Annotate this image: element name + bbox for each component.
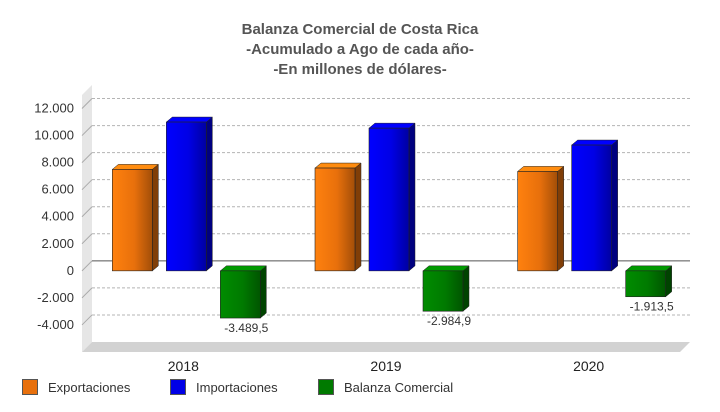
bar-top-importaciones-2020	[570, 139, 619, 146]
bar-side-exportaciones-2020	[557, 165, 564, 272]
floor	[82, 342, 690, 352]
bar-side-importaciones-2019	[408, 122, 416, 272]
data-label-2018: -3.489,5	[224, 321, 268, 335]
legend-swatch-importaciones	[170, 379, 186, 395]
legend: Exportaciones Importaciones Balanza Come…	[22, 377, 702, 399]
chart-title-line-2: -Acumulado a Ago de cada año-	[246, 41, 474, 58]
y-tick-label: 2.000	[41, 236, 74, 251]
bar-importaciones-2019	[368, 127, 410, 272]
gridline-depth	[81, 287, 93, 299]
gridline-depth	[81, 206, 93, 218]
y-tick-label: 4.000	[41, 209, 74, 224]
y-tick-label: 8.000	[41, 155, 74, 170]
legend-swatch-exportaciones	[22, 379, 38, 395]
bar-top-balanza-comercial-2019	[422, 265, 470, 272]
y-tick-label: -2.000	[37, 290, 74, 305]
bar-side-importaciones-2018	[206, 116, 213, 272]
y-tick-label: 6.000	[41, 182, 74, 197]
bar-top-exportaciones-2020	[516, 166, 565, 172]
y-tick-label: 10.000	[34, 128, 74, 143]
x-tick-label: 2019	[370, 358, 401, 374]
legend-item-balanza-comercial: Balanza Comercial	[318, 377, 453, 397]
left-wall	[82, 85, 92, 352]
y-tick-label: 0	[67, 263, 74, 278]
gridline-depth	[81, 260, 93, 272]
bar-top-exportaciones-2018	[111, 164, 160, 170]
legend-label-balanza-comercial: Balanza Comercial	[344, 379, 454, 395]
gridline-depth	[81, 314, 93, 326]
bar-top-exportaciones-2019	[314, 162, 362, 169]
gridline-depth	[81, 152, 93, 163]
chart-title-line-3: -En millones de dólares-	[273, 61, 447, 78]
bar-importaciones-2018	[166, 121, 207, 272]
bar-side-exportaciones-2019	[354, 162, 362, 272]
bar-side-balanza-comercial-2018	[260, 265, 267, 319]
bar-top-importaciones-2018	[165, 116, 214, 123]
bar-exportaciones-2020	[517, 171, 558, 272]
bar-top-importaciones-2019	[368, 122, 416, 129]
bar-importaciones-2020	[571, 144, 612, 272]
data-label-2020: -1.913,5	[630, 300, 674, 314]
bar-side-importaciones-2020	[611, 139, 618, 272]
gridline-depth	[81, 233, 93, 245]
y-tick-label: -4.000	[37, 317, 74, 332]
legend-swatch-balanza-comercial	[318, 379, 334, 395]
bar-side-exportaciones-2018	[152, 163, 159, 272]
bar-top-balanza-comercial-2018	[219, 265, 268, 272]
bar-top-balanza-comercial-2020	[624, 265, 673, 272]
bar-side-balanza-comercial-2020	[665, 265, 672, 298]
bar-balanza-comercial-2019	[422, 270, 464, 312]
gridline-depth	[81, 179, 93, 191]
bar-balanza-comercial-2020	[625, 270, 666, 298]
x-tick-label: 2018	[168, 358, 199, 374]
bar-exportaciones-2019	[314, 167, 356, 272]
gridline-depth	[81, 98, 93, 109]
x-tick-label: 2020	[573, 358, 604, 374]
bar-balanza-comercial-2018	[220, 270, 261, 319]
legend-label-exportaciones: Exportaciones	[48, 379, 131, 395]
legend-label-importaciones: Importaciones	[196, 379, 278, 395]
bar-side-balanza-comercial-2019	[462, 265, 470, 312]
chart-title-line-1: Balanza Comercial de Costa Rica	[241, 21, 479, 38]
chart-title: Balanza Comercial de Costa Rica -Acumula…	[0, 20, 720, 80]
legend-item-importaciones: Importaciones	[170, 377, 278, 397]
legend-item-exportaciones: Exportaciones	[22, 377, 130, 397]
y-tick-label: 12.000	[34, 101, 74, 116]
bar-exportaciones-2018	[112, 169, 153, 272]
gridline-depth	[81, 125, 93, 136]
data-label-2019: -2.984,9	[427, 314, 471, 328]
